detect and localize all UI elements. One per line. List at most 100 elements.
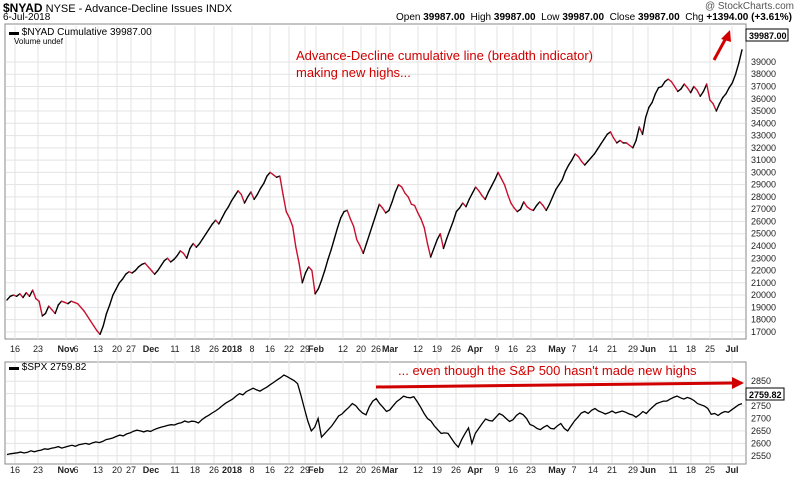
nyad-x-tick-label: 16 — [265, 344, 275, 354]
nyad-segment — [192, 242, 198, 248]
nyad-segment — [519, 201, 525, 210]
nyad-segment — [462, 202, 467, 208]
nyad-segment — [693, 85, 698, 91]
nyad-segment — [304, 266, 310, 274]
spx-x-tick-label: Nov — [57, 465, 74, 475]
spx-y-tick-label: 2600 — [751, 438, 771, 448]
spx-x-tick-label: 23 — [526, 465, 536, 475]
nyad-x-tick-label: Nov — [57, 344, 74, 354]
nyad-segment — [645, 106, 650, 118]
nyad-segment — [224, 206, 230, 213]
nyad-segment — [368, 223, 374, 235]
nyad-segment — [28, 289, 34, 297]
nyad-segment — [641, 116, 647, 136]
high-value: 39987.00 — [493, 12, 536, 23]
nyad-y-tick-label: 28000 — [751, 192, 776, 202]
nyad-segment — [266, 171, 271, 177]
nyad-segment — [295, 246, 300, 264]
nyad-segment — [465, 198, 470, 208]
nyad-x-tick-label: 8 — [249, 344, 254, 354]
spx-x-tick-label: 12 — [413, 465, 423, 475]
nyad-x-tick-label: 18 — [190, 344, 200, 354]
nyad-segment — [442, 237, 448, 250]
spx-x-tick-label: 27 — [126, 465, 136, 475]
spx-x-tick-label: 9 — [494, 465, 499, 475]
nyad-volume-note: Volume undef — [14, 37, 64, 46]
nyad-segment — [523, 201, 528, 208]
nyad-x-tick-label: 29 — [300, 344, 310, 354]
nyad-segment — [227, 199, 233, 208]
nyad-segment — [327, 248, 332, 261]
nyad-segment — [571, 153, 576, 161]
nyad-y-tick-label: 19000 — [751, 302, 776, 312]
nyad-segment — [436, 233, 441, 241]
nyad-y-tick-label: 25000 — [751, 229, 776, 239]
bottom-annotation: ... even though the S&P 500 hasn't made … — [398, 363, 697, 378]
spx-x-tick-label: 20 — [112, 465, 122, 475]
spx-x-tick-label: 18 — [686, 465, 696, 475]
nyad-segment — [548, 196, 554, 205]
nyad-segment — [195, 242, 201, 248]
nyad-segment — [317, 279, 323, 290]
nyad-segment — [153, 269, 159, 275]
nyad-y-tick-label: 23000 — [751, 253, 776, 263]
nyad-segment — [214, 219, 220, 225]
nyad-y-tick-label: 26000 — [751, 216, 776, 226]
nyad-x-tick-label: 12 — [338, 344, 348, 354]
nyad-segment — [359, 245, 364, 255]
nyad-x-tick-label: 19 — [432, 344, 442, 354]
spx-x-tick-label: 20 — [356, 465, 366, 475]
nyad-segment — [314, 288, 320, 295]
nyad-segment — [686, 87, 692, 94]
nyad-segment — [365, 233, 371, 245]
nyad-segment — [696, 89, 701, 98]
nyad-segment — [600, 138, 605, 145]
nyad-segment — [51, 309, 56, 315]
top-annotation-line1: Advance-Decline cumulative line (breadth… — [296, 48, 593, 63]
nyad-segment — [263, 175, 268, 185]
spx-x-tick-label: Dec — [143, 465, 160, 475]
nyad-segment — [590, 153, 596, 159]
nyad-y-tick-label: 35000 — [751, 106, 776, 116]
nyad-segment — [202, 233, 207, 240]
nyad-segment — [250, 191, 255, 201]
nyad-segment — [352, 225, 358, 241]
nyad-segment — [391, 191, 397, 203]
nyad-segment — [532, 204, 538, 212]
nyad-y-axis: 17000 18000 19000 20000 21000 22000 23000 24000… — [751, 57, 776, 337]
nyad-segment — [394, 183, 400, 193]
spx-y-tick-label: 2550 — [751, 451, 771, 461]
nyad-segment — [567, 159, 573, 166]
spx-x-tick-label: 11 — [668, 465, 677, 475]
nyad-segment — [539, 201, 544, 207]
nyad-segment — [718, 96, 724, 105]
ohlc-readout: Open 39987.00 High 39987.00 Low 39987.00… — [396, 12, 792, 23]
nyad-segment — [715, 102, 721, 112]
nyad-x-tick-label: Mar — [382, 344, 399, 354]
nyad-segment — [80, 306, 85, 312]
nyad-segment — [109, 294, 114, 306]
nyad-segment — [301, 272, 307, 284]
nyad-segment — [121, 273, 127, 280]
nyad-segment — [324, 258, 329, 272]
nyad-x-tick-label: May — [548, 344, 566, 354]
nyad-segment — [564, 164, 570, 172]
nyad-y-tick-label: 22000 — [751, 266, 776, 276]
nyad-segment — [429, 247, 435, 258]
spx-x-tick-label: 6 — [73, 465, 78, 475]
nyad-segment — [102, 312, 108, 327]
nyad-segment — [381, 207, 387, 214]
nyad-segment — [308, 266, 313, 272]
nyad-segment — [439, 233, 445, 250]
nyad-segment — [673, 85, 679, 93]
nyad-segment — [378, 203, 384, 209]
nyad-segment — [282, 193, 287, 213]
spx-x-tick-label: 2018 — [222, 465, 242, 475]
nyad-segment — [506, 193, 512, 204]
top-annotation-line2: making new highs... — [296, 65, 411, 80]
nyad-y-tick-label: 20000 — [751, 290, 776, 300]
nyad-segment — [311, 269, 316, 295]
nyad-segment — [413, 204, 419, 214]
nyad-segment — [683, 83, 689, 89]
